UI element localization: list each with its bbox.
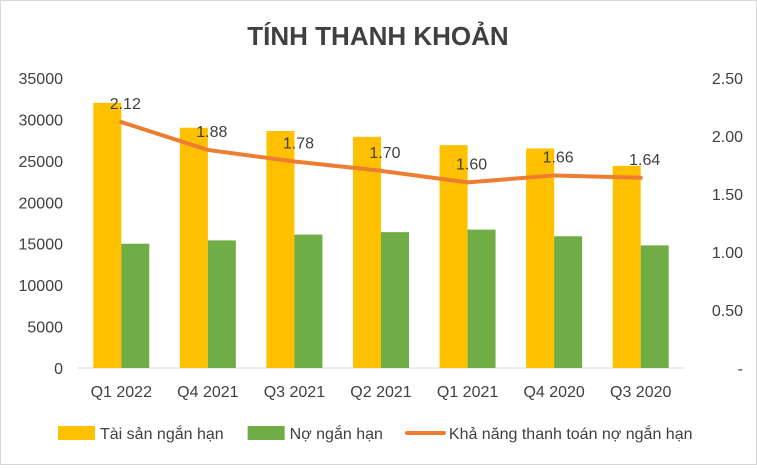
left-tick-label: 30000 [19,112,64,129]
left-axis-ticks: 0 5000 10000 15000 20000 25000 30000 35000 [19,71,64,378]
bar-tai-san-ngan-han [179,127,208,368]
left-tick-label: 35000 [19,71,64,88]
ratio-data-label: 1.70 [369,145,400,162]
right-tick-label: 1.00 [712,245,743,262]
legend-swatch [247,426,285,440]
category-labels: Q1 2022 Q4 2021 Q3 2021 Q2 2021 Q1 2021 Q4 20… [91,384,672,401]
ratio-data-label: 1.78 [283,136,314,153]
bar-tai-san-ngan-han [612,165,641,368]
left-tick-label: 25000 [19,154,64,171]
category-label: Q3 2021 [264,384,325,401]
category-label: Q4 2020 [523,384,584,401]
bar-tai-san-ngan-han [353,136,381,368]
category-label: Q4 2021 [177,384,238,401]
bar-tai-san-ngan-han [526,148,555,368]
chart-title: TÍNH THANH KHOẢN [247,21,508,51]
category-label: Q1 2021 [437,384,498,401]
bars-group [93,102,669,368]
right-tick-label: 2.00 [712,129,743,146]
right-tick-label: 1.50 [712,187,743,204]
bar-no-ngan-han [554,236,583,368]
left-tick-label: 5000 [27,320,63,337]
ratio-data-label: 2.12 [110,96,141,113]
legend-label: Tài sản ngắn hạn [100,424,224,443]
bar-no-ngan-han [381,232,409,368]
ratio-data-label: 1.64 [629,152,660,169]
bar-no-ngan-han [294,234,323,368]
right-tick-label: 0.50 [712,303,743,320]
ratio-line [119,120,643,185]
bar-no-ngan-han [467,229,496,368]
left-tick-label: 15000 [19,237,64,254]
right-tick-label: - [738,361,743,378]
legend-label: Nợ ngắn hạn [290,424,383,443]
ratio-data-label: 1.66 [543,149,574,166]
ratio-data-label: 1.60 [456,156,487,173]
bar-no-ngan-han [640,245,669,368]
bar-tai-san-ngan-han [266,131,295,368]
bar-no-ngan-han [207,240,236,368]
left-tick-label: 0 [54,361,63,378]
category-label: Q1 2022 [91,384,152,401]
legend-label: Khả năng thanh toán nợ ngắn hạn [449,424,693,443]
legend: Tài sản ngắn hạn Nợ ngắn hạn Khả năng than… [58,424,692,443]
bar-tai-san-ngan-han [93,102,122,368]
left-tick-label: 10000 [19,278,64,295]
left-tick-label: 20000 [19,195,64,212]
category-label: Q2 2021 [350,384,411,401]
ratio-line-group: 2.12 1.88 1.78 1.70 1.60 1.66 1.64 [110,96,660,185]
right-axis-ticks: - 0.50 1.00 1.50 2.00 2.50 [712,71,743,378]
bar-no-ngan-han [121,243,150,368]
ratio-data-label: 1.88 [196,124,227,141]
legend-swatch [58,426,95,440]
category-label: Q3 2020 [610,384,671,401]
right-tick-label: 2.50 [712,71,743,88]
